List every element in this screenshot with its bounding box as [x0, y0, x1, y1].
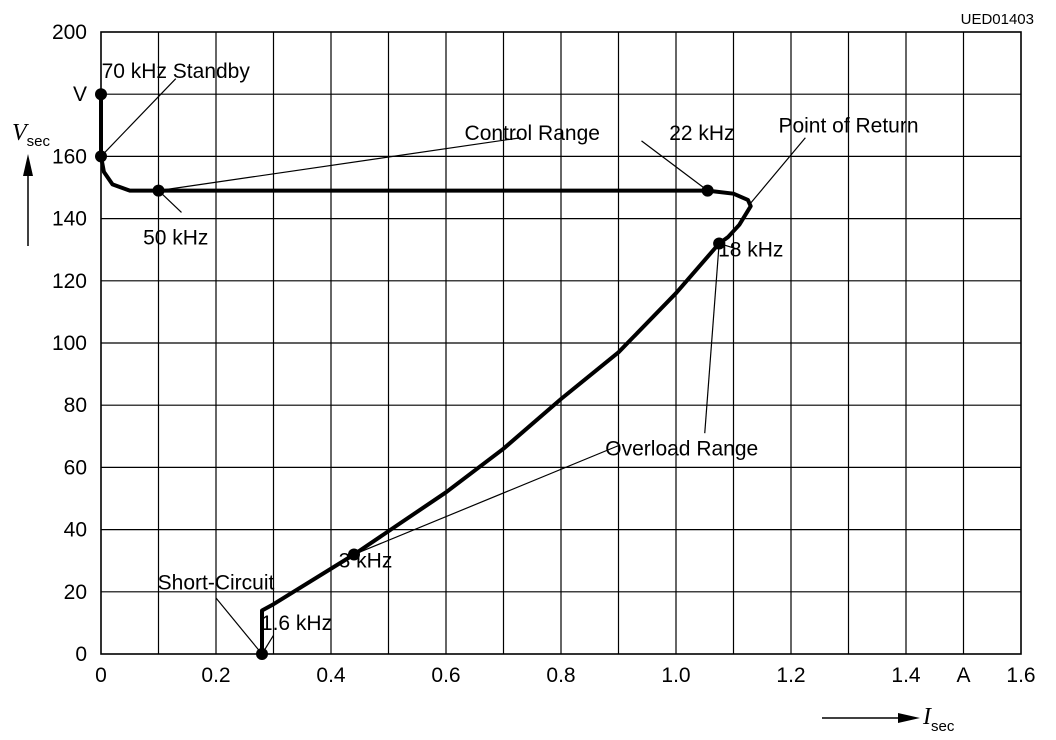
x-tick-label: 1.2	[776, 664, 805, 687]
y-axis-label: Vsec	[12, 120, 51, 246]
annotations: 70 kHz Standby Control Range 22 kHz 50 kHz P…	[102, 60, 919, 635]
y-axis-arrow-head	[23, 154, 33, 176]
data-point	[95, 88, 107, 101]
annotation-label: 3 kHz	[339, 550, 393, 573]
annotation-label: Point of Return	[778, 114, 918, 137]
y-tick-label: 0	[75, 643, 87, 666]
leader-line	[353, 445, 619, 556]
data-point	[152, 184, 165, 197]
y-tick-label: 60	[64, 456, 87, 479]
data-point	[348, 548, 360, 561]
x-tick-label: 1.6	[1006, 664, 1035, 687]
svg-text:Isec: Isec	[922, 704, 955, 735]
x-axis-symbol: I	[922, 704, 932, 730]
x-tick-label: 0.2	[201, 664, 230, 687]
annotation-label: 18 kHz	[718, 239, 783, 262]
figure-code: UED01403	[961, 11, 1034, 28]
data-point	[95, 150, 107, 163]
x-axis-subscript: sec	[931, 718, 955, 735]
y-axis-subscript: sec	[27, 133, 51, 150]
y-tick-label: 160	[52, 145, 87, 168]
leader-line	[750, 137, 806, 204]
annotation-label: Overload Range	[605, 438, 758, 461]
x-tick-label: 0.6	[431, 664, 460, 687]
leader-line	[100, 78, 177, 157]
y-tick-labels: 0 20 40 60 80 100 120 140 160 V 200	[52, 21, 87, 666]
annotation-label: Control Range	[465, 122, 600, 145]
x-axis-label: Isec	[822, 704, 955, 735]
y-tick-label: 20	[64, 581, 87, 604]
y-tick-label: 80	[64, 394, 87, 417]
y-tick-label: 120	[52, 270, 87, 293]
annotation-label: Short-Circuit	[158, 571, 275, 594]
annotation-label: 70 kHz Standby	[102, 60, 251, 83]
data-point	[701, 184, 714, 197]
annotation-label: 22 kHz	[669, 122, 734, 145]
data-point	[713, 237, 726, 250]
x-tick-label: 0.8	[546, 664, 575, 687]
x-tick-label: 1.4	[891, 664, 921, 687]
y-tick-label: 40	[64, 519, 87, 542]
annotation-label: 1.6 kHz	[261, 612, 332, 635]
x-tick-label: A	[956, 664, 970, 687]
y-tick-label: V	[73, 83, 87, 106]
x-tick-label: 0.4	[316, 664, 346, 687]
leader-line	[158, 137, 521, 192]
leader-lines	[100, 78, 806, 655]
x-tick-label: 1.0	[661, 664, 690, 687]
plot-frame	[100, 31, 1022, 655]
x-axis-arrow-head	[898, 713, 920, 723]
y-tick-label: 100	[52, 332, 87, 355]
y-axis-symbol: V	[12, 120, 29, 146]
leader-line	[704, 243, 720, 434]
x-tick-label: 0	[95, 664, 107, 687]
leader-line	[641, 140, 708, 192]
svg-text:Vsec: Vsec	[12, 120, 51, 150]
y-tick-label: 200	[52, 21, 87, 44]
x-tick-labels: 0 0.2 0.4 0.6 0.8 1.0 1.2 1.4 A 1.6	[95, 664, 1035, 687]
data-point	[256, 648, 268, 660]
series-line	[99, 92, 753, 656]
marked-points	[95, 88, 726, 660]
grid	[101, 32, 1021, 654]
annotation-label: 50 kHz	[143, 226, 208, 249]
y-tick-label: 140	[52, 208, 87, 231]
leader-line	[215, 597, 263, 655]
